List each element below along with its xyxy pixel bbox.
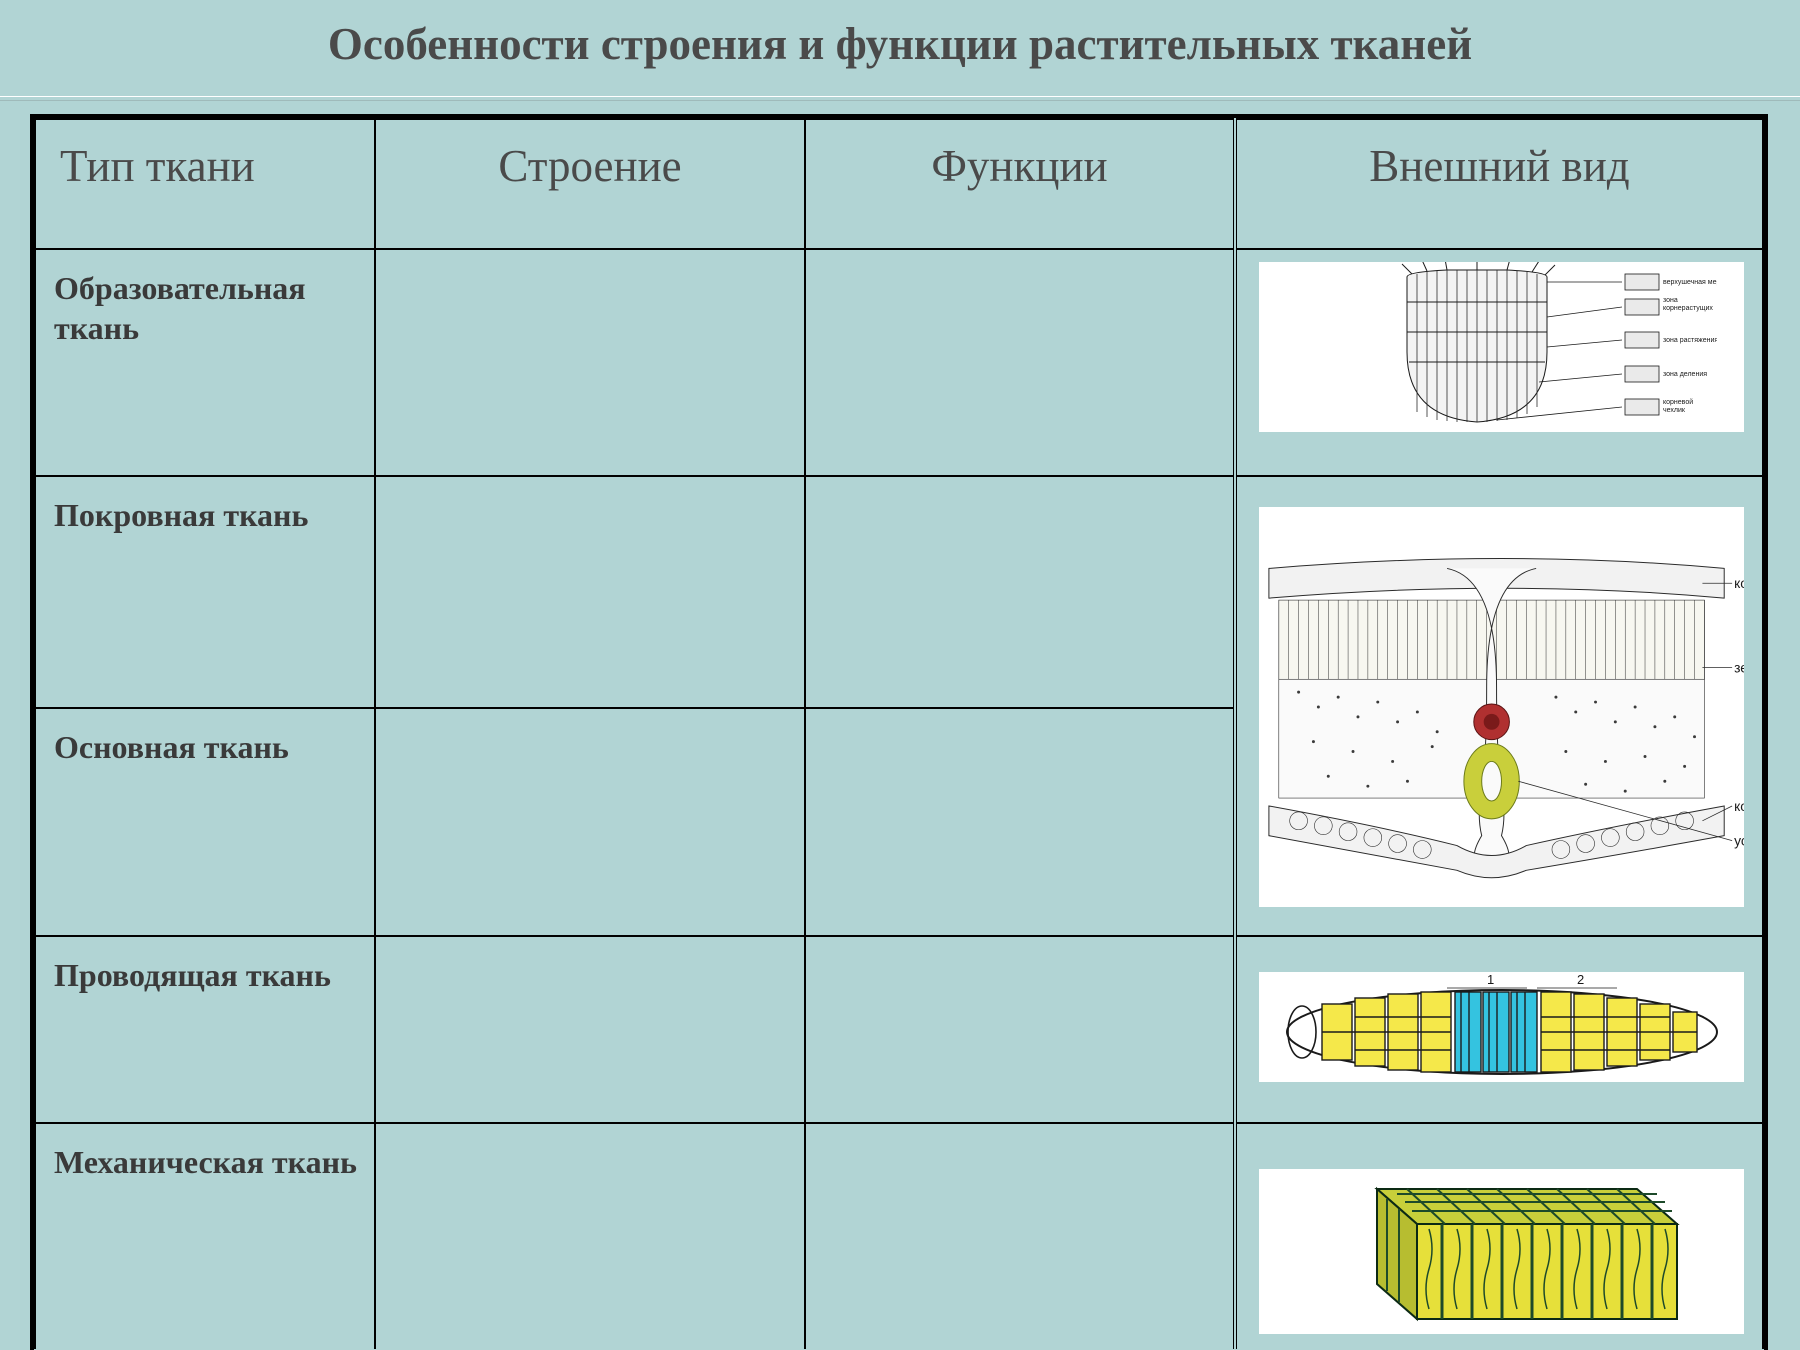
cell-appearance: верхушечная меристема зона корнерастущих… (1235, 249, 1763, 476)
row-type-label: Механическая ткань (36, 1124, 374, 1192)
tissue-table: Тип ткани Строение Функции Внешний вид О… (30, 114, 1768, 1350)
diagram-label: устьице (1734, 833, 1744, 849)
diagram-label: зона растяжения (1663, 337, 1717, 344)
diagram-label: 2 (1577, 972, 1584, 987)
diagram-label: чехлик (1663, 407, 1686, 414)
cell-functions (805, 1123, 1235, 1349)
cell-structure (375, 476, 805, 708)
row-type-label: Проводящая ткань (36, 937, 374, 1005)
cell-appearance: 1 2 (1235, 936, 1763, 1123)
row-type-label: Образователь­ная ткань (36, 250, 374, 358)
table-header-row: Тип ткани Строение Функции Внешний вид (35, 119, 1763, 249)
cell-structure (375, 249, 805, 476)
tissue-meristem-diagram: верхушечная меристема зона корнерастущих… (1259, 262, 1744, 432)
page-title-region: Особенности строения и функции раститель… (0, 0, 1800, 98)
diagram-label: верхушечная меристема (1663, 279, 1717, 286)
cell-functions (805, 936, 1235, 1123)
cell-structure (375, 1123, 805, 1349)
diagram-label: корневой (1663, 398, 1693, 406)
cell-functions (805, 249, 1235, 476)
row-type-label: Покровная ткань (36, 477, 374, 545)
page-title: Особенности строения и функции раститель… (328, 19, 1472, 69)
header-divider-line-shadow (0, 100, 1800, 101)
col-header-structure: Строение (375, 119, 805, 249)
diagram-label: кожица (1734, 798, 1744, 814)
table-row: Проводящая ткань 1 2 (35, 936, 1763, 1123)
table-row: Механическая ткань (35, 1123, 1763, 1349)
cell-appearance (1235, 1123, 1763, 1349)
header-divider-line (0, 96, 1800, 97)
cell-appearance: кожица зеленые клетки кожица устьице (1235, 476, 1763, 936)
diagram-label: зеленые клетки (1734, 659, 1744, 675)
tissue-epidermis-cross-section: кожица зеленые клетки кожица устьице (1259, 507, 1744, 907)
diagram-label: 1 (1487, 972, 1494, 987)
diagram-label: зона (1663, 297, 1678, 304)
diagram-label: зона деления (1663, 371, 1707, 378)
col-header-functions: Функции (805, 119, 1235, 249)
tissue-sclerenchyma-block (1259, 1169, 1744, 1334)
diagram-label: корнерастущих (1663, 305, 1713, 312)
cell-structure (375, 708, 805, 936)
cell-functions (805, 708, 1235, 936)
tissue-vascular-bundle: 1 2 (1259, 972, 1744, 1082)
col-header-type: Тип ткани (35, 119, 375, 249)
table-row: Образователь­ная ткань (35, 249, 1763, 476)
cell-structure (375, 936, 805, 1123)
col-header-appearance: Внешний вид (1235, 119, 1763, 249)
table-row: Покровная ткань (35, 476, 1763, 708)
diagram-label: кожица (1734, 575, 1744, 591)
cell-functions (805, 476, 1235, 708)
row-type-label: Основная ткань (36, 709, 374, 777)
